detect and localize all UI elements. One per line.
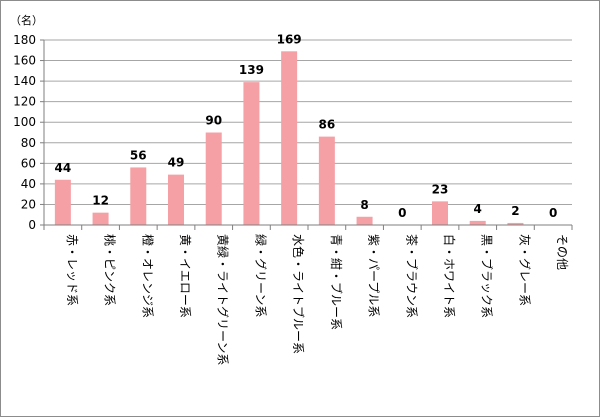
- bar: [507, 222, 524, 225]
- y-tick-label: 120: [13, 95, 36, 109]
- y-axis-ticks: 0 20 40 60 80 100 120 140 160 180: [13, 33, 44, 232]
- category-label: 桃・ピンク系: [103, 234, 118, 306]
- data-label: 12: [92, 194, 109, 208]
- category-label: その他: [555, 234, 569, 270]
- y-tick-label: 140: [13, 74, 36, 88]
- data-label: 0: [549, 206, 557, 220]
- bar: [168, 174, 184, 225]
- category-label: 黒・ブラック系: [480, 234, 495, 318]
- category-label: 灰・グレー系: [517, 234, 531, 306]
- data-label: 2: [511, 204, 519, 218]
- data-label: 8: [360, 198, 368, 212]
- data-label: 0: [398, 206, 406, 220]
- category-label: 水色・ライトブルー系: [291, 234, 306, 354]
- y-tick-label: 60: [21, 156, 36, 170]
- data-label: 23: [432, 182, 449, 196]
- category-label: 赤・レッド系: [65, 234, 79, 306]
- y-tick-label: 160: [13, 54, 36, 68]
- category-label: 緑・グリーン系: [253, 234, 268, 317]
- category-label: 橙・オレンジ系: [140, 234, 155, 318]
- category-label: 黄・イエロー系: [178, 234, 192, 318]
- category-label: 黄緑・ライトグリーン系: [216, 234, 231, 365]
- bar: [469, 220, 486, 225]
- y-tick-label: 80: [21, 136, 36, 150]
- data-labels: 44 12 56 49 90 139 169 86 8 0 23 4 2 0: [55, 32, 558, 220]
- category-label: 青・紺・ブルー系: [329, 234, 344, 330]
- y-tick-label: 20: [21, 197, 36, 211]
- bar: [356, 216, 373, 225]
- y-axis-unit-label: （名）: [10, 13, 43, 27]
- category-label: 茶・ブラウン系: [404, 234, 419, 318]
- bar: [243, 82, 260, 225]
- bar: [205, 132, 222, 225]
- data-label: 90: [205, 114, 222, 128]
- bar: [54, 179, 71, 225]
- category-label: 紫・パープル系: [367, 234, 381, 317]
- data-label: 56: [130, 148, 147, 162]
- bar: [432, 201, 448, 225]
- data-label: 139: [239, 63, 264, 77]
- category-label: 白・ホワイト系: [442, 234, 457, 318]
- data-label: 86: [319, 118, 336, 132]
- y-tick-label: 40: [21, 177, 36, 191]
- data-label: 4: [474, 202, 482, 216]
- y-tick-label: 100: [13, 115, 36, 129]
- bar: [318, 136, 335, 225]
- x-axis-category-labels: 赤・レッド系 桃・ピンク系 橙・オレンジ系 黄・イエロー系 黄緑・ライトグリーン系 緑・グ…: [43, 225, 573, 365]
- data-label: 49: [168, 156, 185, 170]
- bar: [281, 51, 298, 225]
- y-tick-label: 180: [13, 33, 36, 47]
- gridlines: [44, 39, 572, 205]
- data-label: 169: [277, 32, 302, 46]
- bars: [54, 51, 524, 225]
- y-tick-label: 0: [28, 218, 36, 232]
- bar: [92, 212, 109, 225]
- bar: [130, 167, 147, 225]
- data-label: 44: [55, 161, 72, 175]
